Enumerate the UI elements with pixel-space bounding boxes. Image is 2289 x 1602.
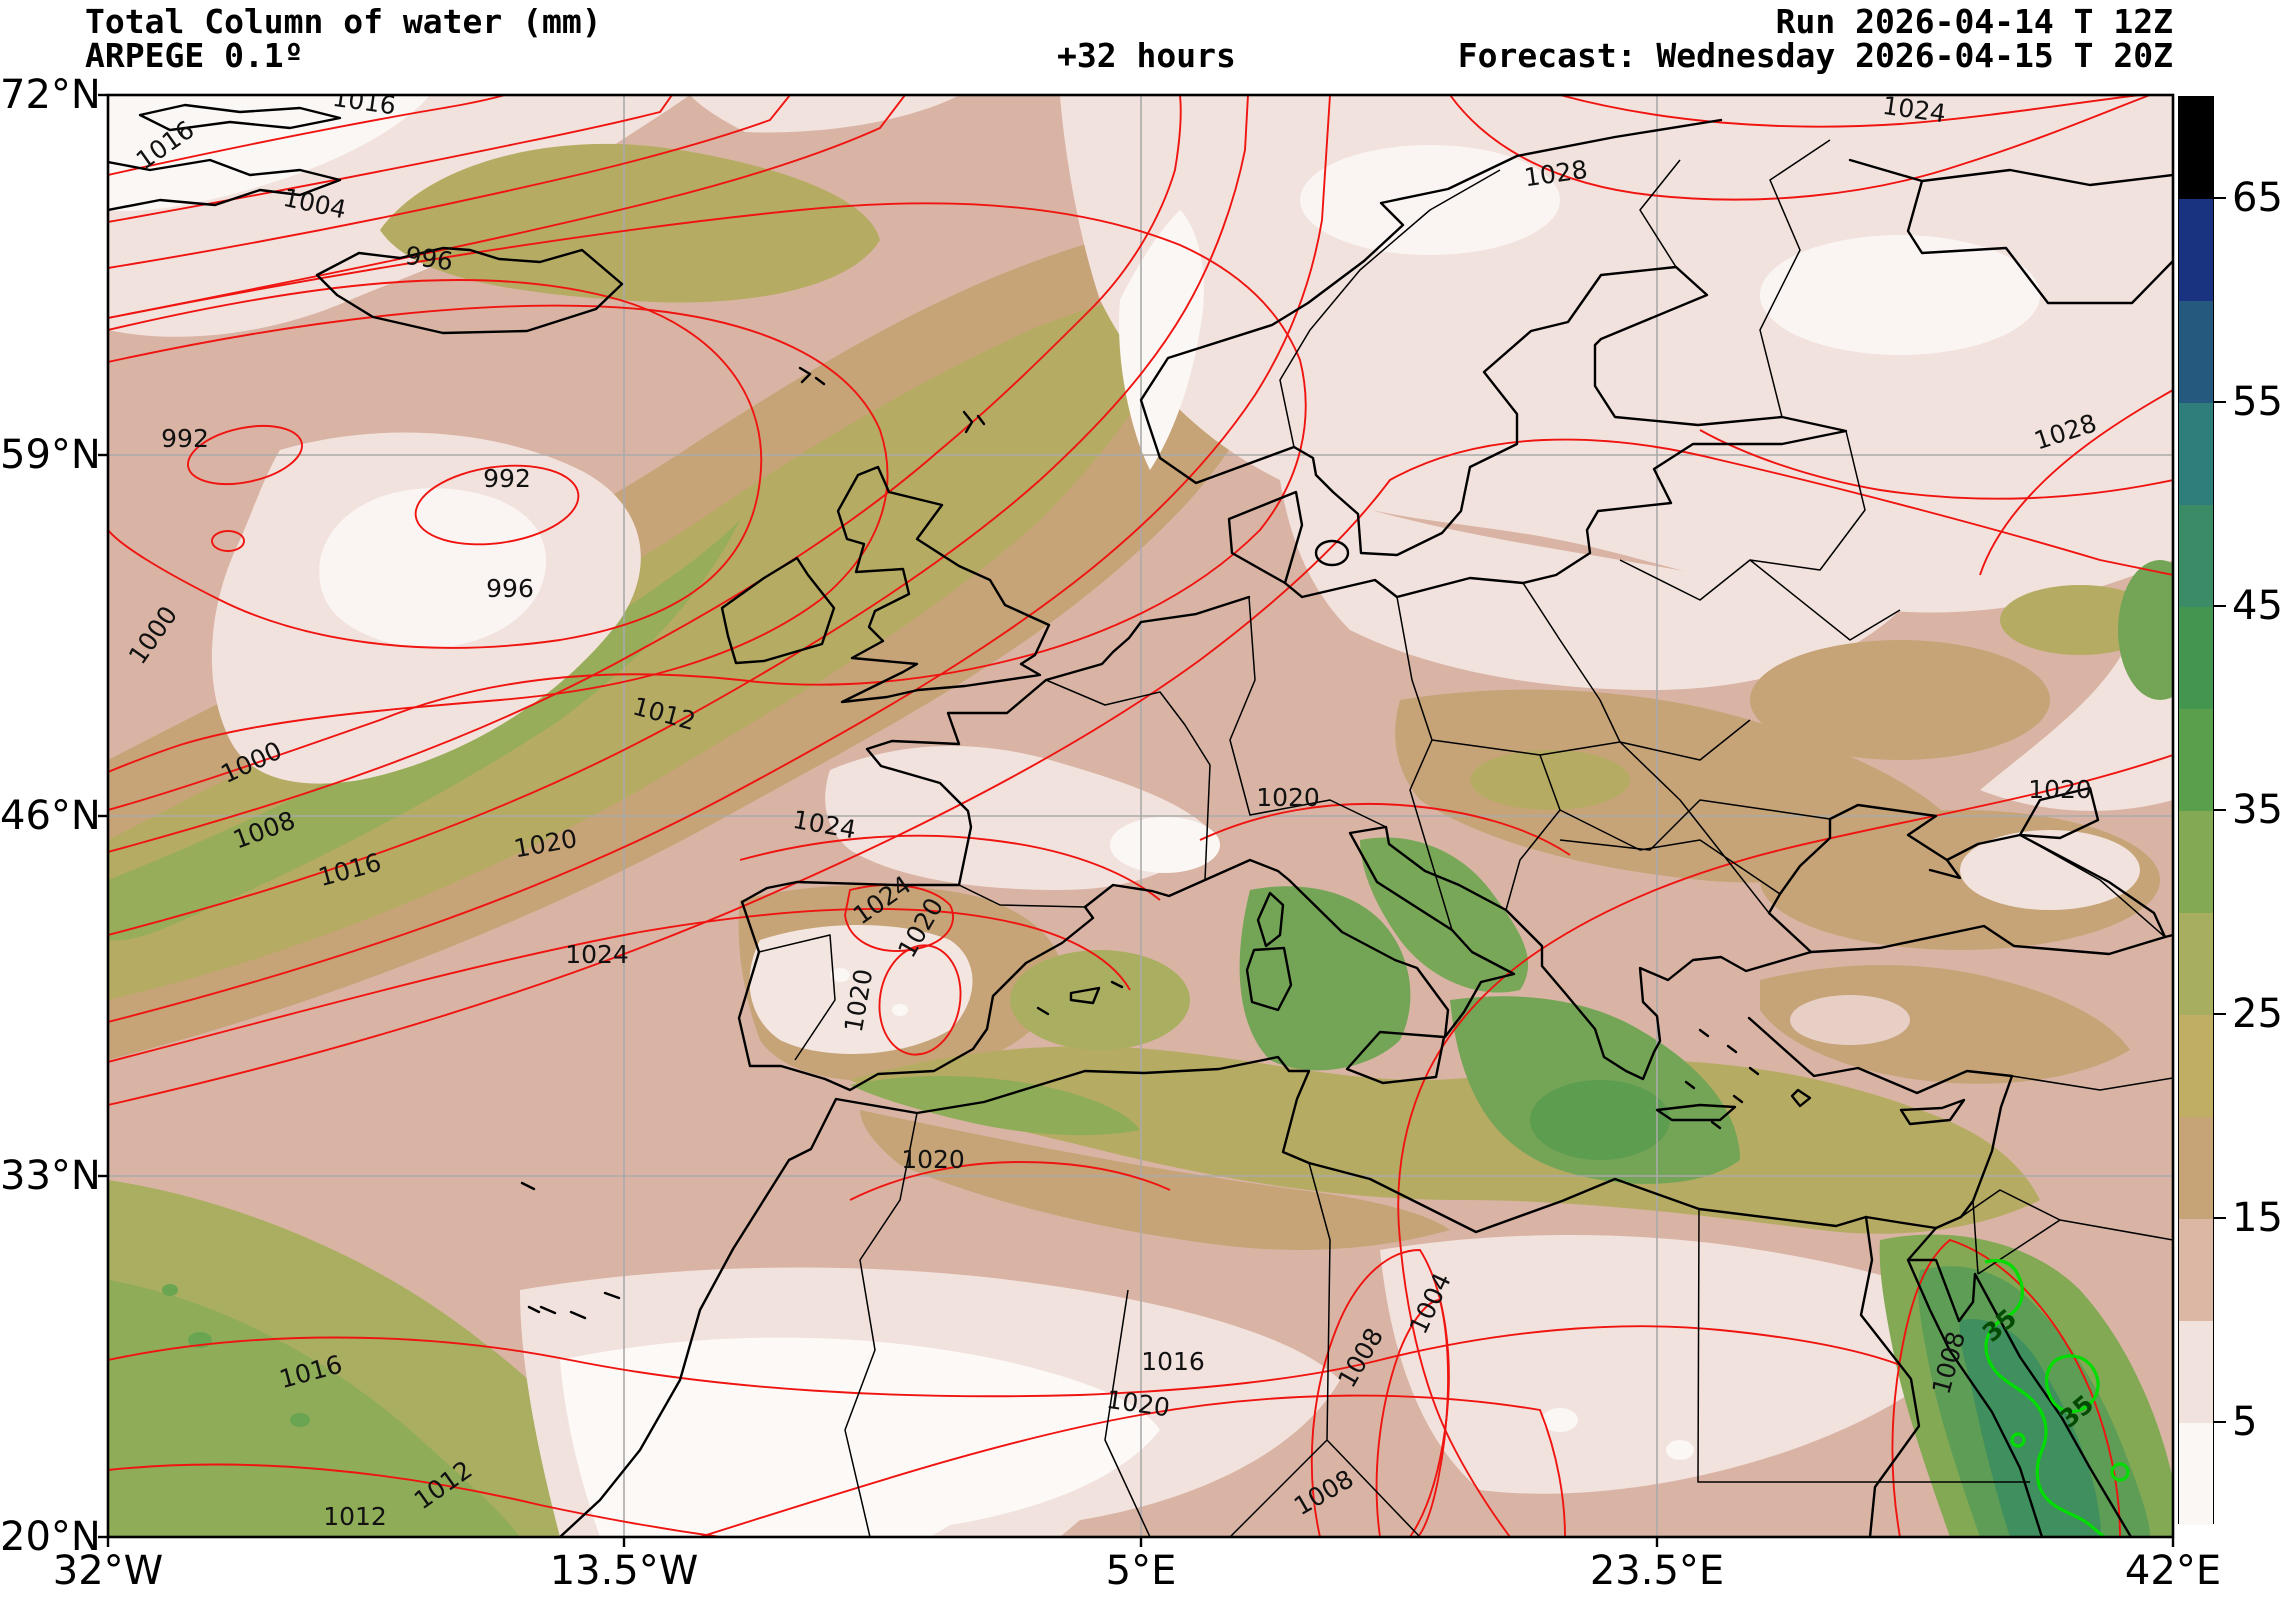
aegean-islands	[1684, 1028, 1760, 1130]
lat-tick-label: 20°N	[0, 1514, 101, 1560]
kola-coast	[1848, 158, 2173, 187]
lat-tick-label: 33°N	[0, 1153, 101, 1199]
colorbar-tick-label: 25	[2232, 991, 2283, 1037]
colorbar-segment-20-25	[2179, 1015, 2213, 1117]
sardinia	[1245, 946, 1293, 1012]
isobar-label: 1020	[2028, 775, 2092, 804]
isobar-label: 996	[404, 241, 455, 276]
colorbar-tick-mark	[2214, 1013, 2226, 1015]
canary-islands	[527, 1291, 621, 1320]
isobar-label: 1024	[565, 940, 629, 969]
colorbar	[2178, 96, 2214, 1525]
denmark-jutland	[1227, 490, 1304, 585]
great-britain	[836, 465, 1051, 704]
colorbar-tick-mark	[2214, 197, 2226, 199]
model-label: ARPEGE 0.1º	[85, 36, 304, 75]
lon-tick-label: 32°W	[52, 1548, 164, 1594]
colorbar-segment-25-30	[2179, 913, 2213, 1015]
colorbar-segment-10-15	[2179, 1219, 2213, 1321]
white-sea	[1906, 179, 2173, 305]
isobar-label: 1012	[323, 1502, 387, 1531]
isobar-label: 1020	[1256, 783, 1320, 812]
faroe-islands	[798, 366, 826, 386]
north-africa-coast	[731, 1016, 2014, 1251]
colorbar-segment-60-65	[2179, 199, 2213, 301]
madeira	[520, 1181, 536, 1191]
ireland	[720, 556, 836, 665]
black-sea-north	[1767, 803, 2167, 954]
colorbar-segment-5-10	[2179, 1321, 2213, 1423]
colorbar-tick-mark	[2214, 809, 2226, 811]
balearic-small	[1036, 980, 1124, 1016]
lon-tick-label: 42°E	[2124, 1548, 2222, 1594]
continental-coast	[737, 595, 2173, 1092]
lon-tick-label: 5°E	[1105, 1548, 1177, 1594]
colorbar-segment-35-40	[2179, 709, 2213, 811]
lon-tick-label: 13.5°W	[549, 1548, 699, 1594]
greenland-coast-2	[138, 103, 342, 132]
colorbar-tick-mark	[2214, 401, 2226, 403]
west-africa-coast	[558, 1247, 735, 1537]
isobar-label: 1020	[901, 1145, 965, 1174]
lat-tick-label: 46°N	[0, 793, 101, 839]
colorbar-tick-label: 35	[2232, 787, 2283, 833]
isobar-label: 1016	[1141, 1347, 1205, 1376]
lat-tick-label: 59°N	[0, 432, 101, 478]
sicily	[1345, 1030, 1446, 1085]
lon-tick-label: 23.5°E	[1589, 1548, 1725, 1594]
country-borders	[758, 139, 2173, 1537]
greenland-coast	[108, 158, 342, 212]
sinai-red-sea	[1906, 1226, 2133, 1537]
colorbar-segment->65	[2179, 97, 2213, 199]
colorbar-tick-label: 45	[2232, 583, 2283, 629]
isobar-label: 996	[486, 574, 534, 603]
coastlines	[108, 103, 2173, 1537]
corsica	[1256, 891, 1285, 948]
colorbar-segment-0-5	[2179, 1423, 2213, 1525]
colorbar-tick-mark	[2214, 1217, 2226, 1219]
tcw-fill-field	[108, 95, 2173, 1537]
colorbar-tick-label: 65	[2232, 175, 2283, 221]
iceland	[315, 246, 624, 335]
colorbar-tick-label: 5	[2232, 1399, 2258, 1445]
run-label: Run 2026-04-14 T 12Z	[1775, 2, 2173, 41]
tcw-35-contour	[1984, 1258, 2130, 1537]
isobar-label: 992	[483, 464, 531, 493]
crimea-detail	[1928, 858, 1962, 880]
colorbar-segment-55-60	[2179, 301, 2213, 403]
isobar-label: 992	[161, 424, 209, 453]
rhodes	[1790, 1088, 1812, 1108]
mallorca	[1069, 986, 1101, 1005]
colorbar-tick-label: 55	[2232, 379, 2283, 425]
cyprus	[1899, 1098, 1966, 1126]
page-title: Total Column of water (mm)	[85, 2, 602, 41]
shetland	[962, 410, 986, 434]
zealand	[1314, 539, 1350, 567]
colorbar-tick-mark	[2214, 605, 2226, 607]
colorbar-segment-30-35	[2179, 811, 2213, 913]
lead-time-label: +32 hours	[1057, 36, 1236, 75]
lat-tick-label: 72°N	[0, 72, 101, 118]
colorbar-segment-45-50	[2179, 505, 2213, 607]
sea-of-azov	[2018, 786, 2100, 840]
colorbar-tick-mark	[2214, 1421, 2226, 1423]
crete	[1655, 1103, 1737, 1122]
colorbar-segment-50-55	[2179, 403, 2213, 505]
graticule	[108, 95, 2173, 1537]
forecast-label: Forecast: Wednesday 2026-04-15 T 20Z	[1457, 36, 2173, 75]
axis-tick-marks	[98, 93, 2175, 1547]
nile-river	[1859, 1215, 1921, 1537]
colorbar-tick-label: 15	[2232, 1195, 2283, 1241]
colorbar-segment-40-45	[2179, 607, 2213, 709]
colorbar-segment-15-20	[2179, 1117, 2213, 1219]
scandinavia-baltic	[1139, 118, 1848, 599]
isobar-contours	[108, 95, 2173, 1537]
